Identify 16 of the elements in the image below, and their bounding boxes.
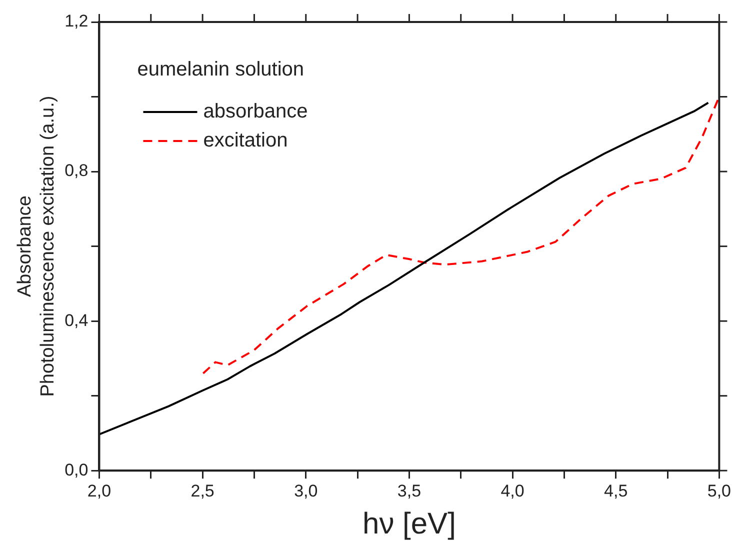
x-tick-label: 4,0 <box>500 481 524 500</box>
x-tick-label: 2,5 <box>190 481 214 500</box>
x-tick-label: 5,0 <box>707 481 732 500</box>
x-tick-label: 3,0 <box>294 481 318 500</box>
y-tick-label: 0,8 <box>64 161 88 180</box>
x-tick-label: 3,5 <box>397 481 422 500</box>
y-tick-label: 0,4 <box>64 310 88 330</box>
y-axis-title: Absorbance Photoluminescence excitation (a.u.) <box>14 96 58 397</box>
legend-label: absorbance <box>203 100 308 123</box>
x-tick-label: 4,5 <box>604 481 628 500</box>
legend-label: excitation <box>203 130 288 152</box>
y-tick-label: 1,2 <box>64 12 88 31</box>
legend-title: eumelanin solution <box>137 58 304 81</box>
x-tick-label: 2,0 <box>87 481 112 500</box>
x-axis-title: hν [eV] <box>362 507 456 540</box>
y-tick-label: 0,0 <box>64 460 88 480</box>
